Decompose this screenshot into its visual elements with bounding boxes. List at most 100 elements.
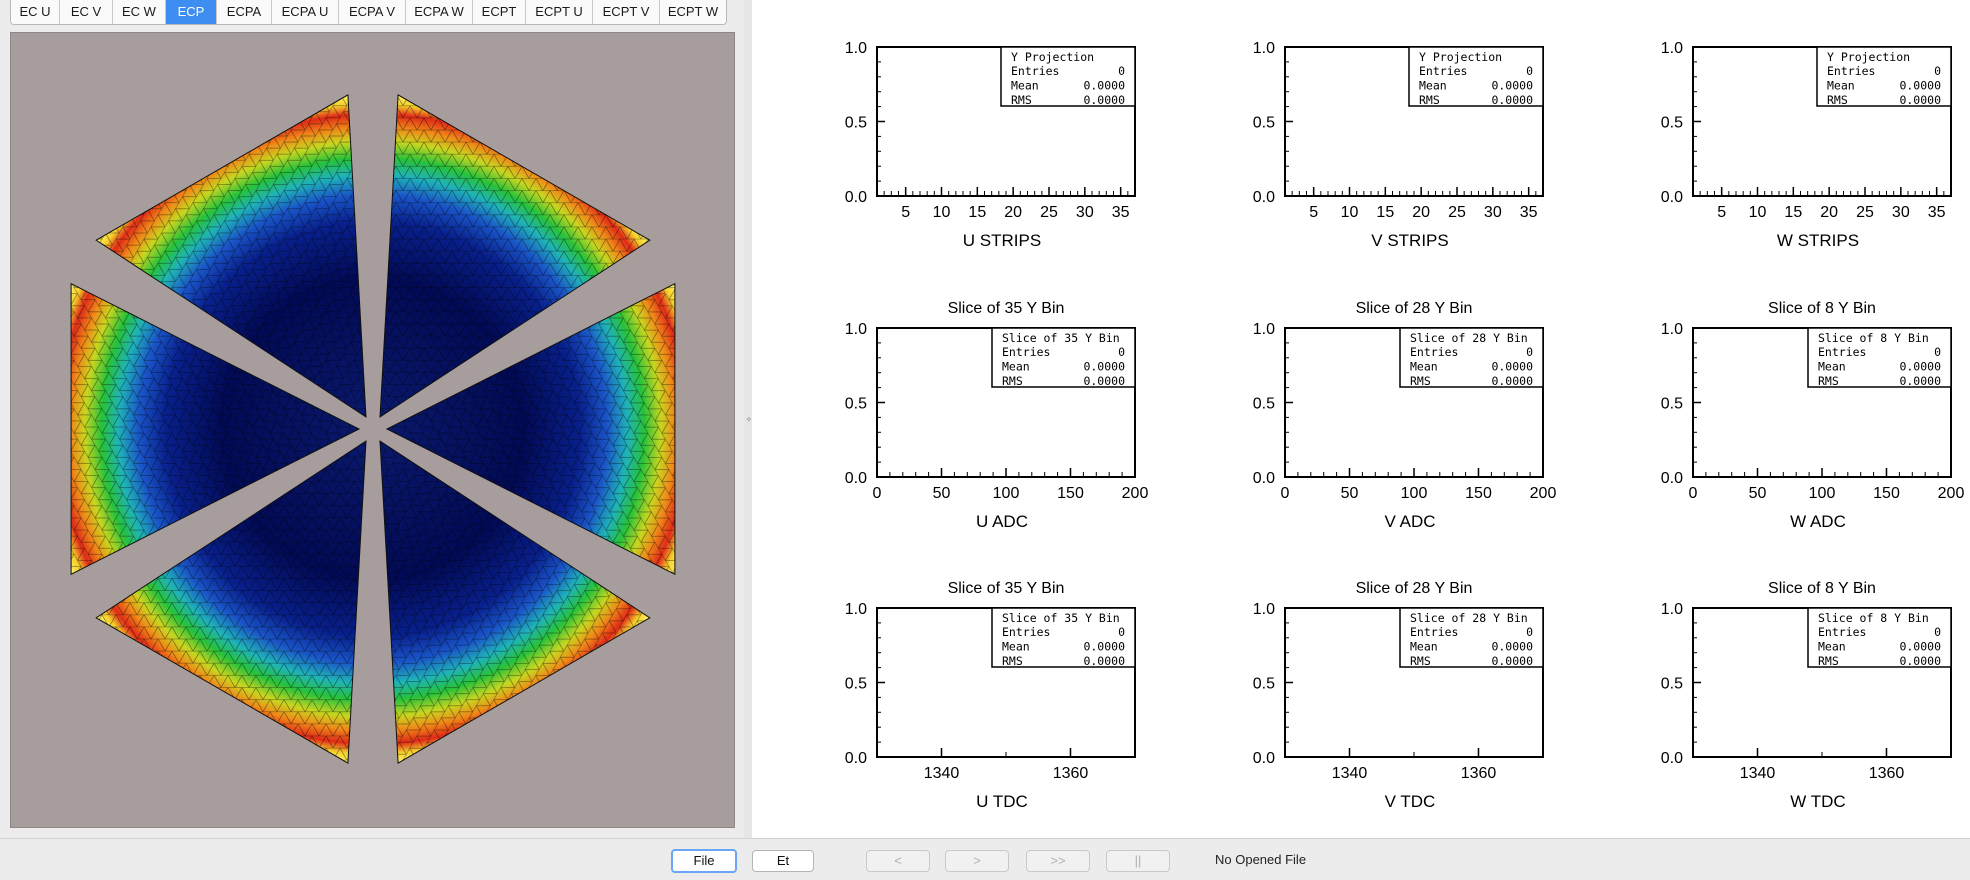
x-axis-label: U TDC xyxy=(976,792,1028,811)
sector-1[interactable] xyxy=(379,94,651,418)
x-axis-label: U STRIPS xyxy=(963,231,1041,250)
x-tick-label: 1360 xyxy=(1461,765,1497,782)
y-tick-label: 0.0 xyxy=(845,470,867,487)
x-tick-label: 200 xyxy=(1938,485,1965,502)
stats-rms-label: RMS xyxy=(1419,93,1440,107)
et-button[interactable]: Et xyxy=(752,850,814,872)
sector-mesh xyxy=(96,94,366,417)
x-tick-label: 100 xyxy=(993,485,1020,502)
histogram-panel: 0.0 0.5 1.0 5 10 15 20 25 30 35 U STRIPS Y Projecti… xyxy=(752,0,1970,838)
tab-ecpt-u[interactable]: ECPT U xyxy=(526,0,593,24)
pause-button[interactable]: || xyxy=(1106,850,1170,872)
x-tick-label: 1340 xyxy=(1332,765,1368,782)
stats-mean-label: Mean xyxy=(1410,640,1438,654)
tab-ecpt-v[interactable]: ECPT V xyxy=(593,0,660,24)
tab-ec-w[interactable]: EC W xyxy=(113,0,166,24)
y-tick-label: 0.5 xyxy=(1253,115,1275,132)
x-axis-label: W TDC xyxy=(1790,792,1845,811)
stats-entries-label: Entries xyxy=(1818,345,1866,359)
stats-rms-label: RMS xyxy=(1002,374,1023,388)
tab-ecpa-u[interactable]: ECPA U xyxy=(272,0,339,24)
x-tick-label: 25 xyxy=(1448,204,1466,221)
tab-ecpa-v[interactable]: ECPA V xyxy=(339,0,406,24)
x-axis-label: V TDC xyxy=(1385,792,1436,811)
tab-ec-u[interactable]: EC U xyxy=(11,0,60,24)
stats-rms-label: RMS xyxy=(1827,93,1848,107)
sector-mesh xyxy=(380,441,650,764)
stats-entries-value: 0 xyxy=(1118,625,1125,639)
y-tick-label: 1.0 xyxy=(845,601,867,618)
histogram-2[interactable]: 0.0 0.5 1.0 5 10 15 20 25 30 35 V STRIPS Y Projecti… xyxy=(1253,40,1544,250)
sector-5[interactable] xyxy=(70,282,361,576)
stats-mean-value: 0.0000 xyxy=(1083,640,1125,654)
sector-mesh xyxy=(96,441,366,764)
y-tick-label: 0.5 xyxy=(1253,396,1275,413)
stats-entries-label: Entries xyxy=(1818,625,1866,639)
stats-entries-value: 0 xyxy=(1118,345,1125,359)
tab-ecpa-w[interactable]: ECPA W xyxy=(406,0,473,24)
stats-box xyxy=(1807,327,1952,388)
prev-event-button[interactable]: < xyxy=(866,850,930,872)
tab-ec-v[interactable]: EC V xyxy=(60,0,113,24)
stats-rms-label: RMS xyxy=(1818,374,1839,388)
hex-heatmap[interactable] xyxy=(11,33,734,827)
fast-forward-button[interactable]: >> xyxy=(1026,850,1090,872)
tab-ecpt-w[interactable]: ECPT W xyxy=(660,0,726,24)
sector-3[interactable] xyxy=(379,440,651,764)
y-tick-label: 1.0 xyxy=(1661,601,1683,618)
x-tick-label: 10 xyxy=(933,204,951,221)
x-tick-label: 50 xyxy=(933,485,951,502)
y-tick-label: 0.0 xyxy=(1661,750,1683,767)
stats-mean-label: Mean xyxy=(1002,640,1030,654)
x-tick-label: 150 xyxy=(1057,485,1084,502)
tab-ecp[interactable]: ECP xyxy=(166,0,217,24)
next-event-button[interactable]: > xyxy=(945,850,1009,872)
stats-name: Y Projection xyxy=(1827,50,1910,64)
x-axis-label: W ADC xyxy=(1790,512,1846,531)
y-tick-label: 0.0 xyxy=(1661,470,1683,487)
tab-ecpa[interactable]: ECPA xyxy=(217,0,272,24)
y-tick-label: 0.5 xyxy=(845,115,867,132)
sector-2[interactable] xyxy=(385,282,676,576)
stats-box xyxy=(991,327,1136,388)
sector-4[interactable] xyxy=(95,440,367,764)
x-tick-label: 100 xyxy=(1401,485,1428,502)
x-tick-label: 30 xyxy=(1484,204,1502,221)
histogram-4[interactable]: Slice of 35 Y Bin 0.0 0.5 1.0 0 50 100 150 200 U … xyxy=(845,300,1149,531)
histogram-8[interactable]: Slice of 28 Y Bin 0.0 0.5 1.0 1340 1360 V TDC S… xyxy=(1253,580,1544,811)
histogram-5[interactable]: Slice of 28 Y Bin 0.0 0.5 1.0 0 50 100 150 200 V … xyxy=(1253,300,1557,531)
y-tick-label: 0.5 xyxy=(1661,396,1683,413)
file-button[interactable]: File xyxy=(671,849,737,873)
x-tick-label: 15 xyxy=(1376,204,1394,221)
divider-grip-icon[interactable]: ⋄ xyxy=(746,414,752,424)
stats-rms-value: 0.0000 xyxy=(1083,654,1125,668)
stats-name: Y Projection xyxy=(1011,50,1094,64)
y-tick-label: 1.0 xyxy=(845,321,867,338)
plot-title: Slice of 28 Y Bin xyxy=(1356,580,1473,597)
histogram-6[interactable]: Slice of 8 Y Bin 0.0 0.5 1.0 0 50 100 150 200 W A… xyxy=(1661,300,1965,531)
y-tick-label: 0.0 xyxy=(845,750,867,767)
stats-mean-value: 0.0000 xyxy=(1491,79,1533,93)
sector-6[interactable] xyxy=(95,94,367,418)
histogram-3[interactable]: 0.0 0.5 1.0 5 10 15 20 25 30 35 W STRIPS Y Projecti… xyxy=(1661,40,1952,250)
sector-mesh xyxy=(380,94,650,417)
stats-name: Slice of 35 Y Bin xyxy=(1002,331,1120,345)
histogram-7[interactable]: Slice of 35 Y Bin 0.0 0.5 1.0 1340 1360 U TDC S… xyxy=(845,580,1136,811)
tab-ecpt[interactable]: ECPT xyxy=(473,0,526,24)
x-tick-label: 35 xyxy=(1520,204,1538,221)
x-tick-label: 35 xyxy=(1112,204,1130,221)
stats-entries-label: Entries xyxy=(1827,64,1875,78)
x-tick-label: 35 xyxy=(1928,204,1946,221)
histogram-1[interactable]: 0.0 0.5 1.0 5 10 15 20 25 30 35 U STRIPS Y Projecti… xyxy=(845,40,1136,250)
split-divider[interactable] xyxy=(744,0,752,838)
ecal-hex-canvas[interactable] xyxy=(10,32,735,828)
y-tick-label: 0.5 xyxy=(1661,676,1683,693)
stats-rms-value: 0.0000 xyxy=(1899,93,1941,107)
x-tick-label: 150 xyxy=(1465,485,1492,502)
stats-entries-value: 0 xyxy=(1934,64,1941,78)
histogram-9[interactable]: Slice of 8 Y Bin 0.0 0.5 1.0 1340 1360 W TDC Sl… xyxy=(1661,580,1952,811)
y-tick-label: 0.5 xyxy=(1661,115,1683,132)
stats-rms-label: RMS xyxy=(1410,654,1431,668)
x-tick-label: 1360 xyxy=(1053,765,1089,782)
stats-rms-label: RMS xyxy=(1410,374,1431,388)
